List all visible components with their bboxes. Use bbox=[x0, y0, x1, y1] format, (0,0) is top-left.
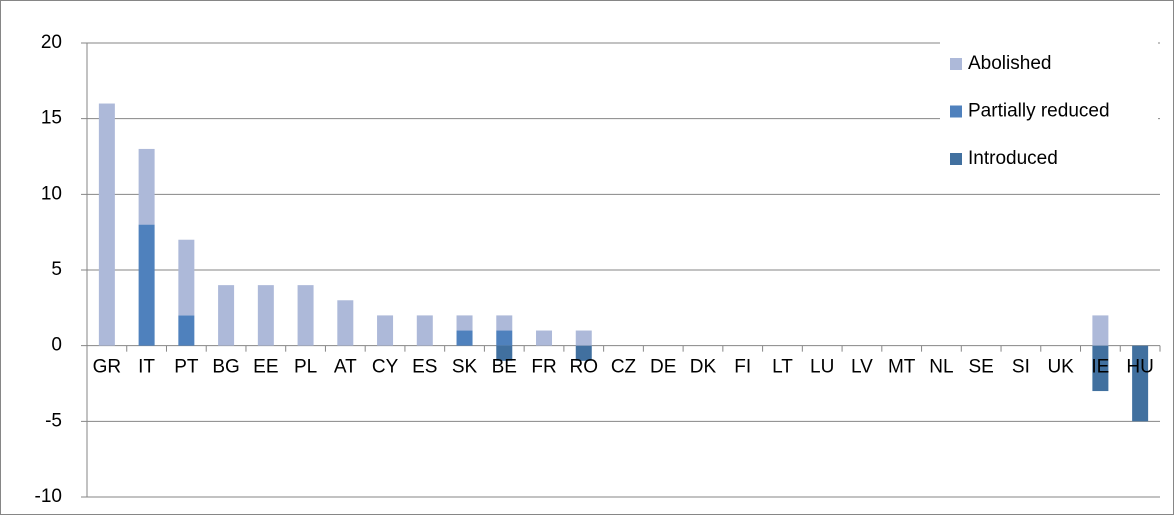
x-tick-label: MT bbox=[888, 357, 916, 378]
legend-box bbox=[940, 38, 1158, 188]
legend-swatch bbox=[950, 105, 962, 118]
x-tick-label: AT bbox=[334, 357, 357, 378]
bar bbox=[456, 315, 473, 331]
bar bbox=[138, 148, 155, 225]
y-tick-label: 15 bbox=[41, 108, 62, 129]
bar bbox=[377, 315, 394, 346]
x-tick-label: CZ bbox=[611, 357, 637, 378]
y-tick-label: -10 bbox=[35, 486, 62, 507]
x-tick-label: BG bbox=[212, 357, 239, 378]
bar bbox=[575, 330, 592, 346]
x-tick-label: EE bbox=[253, 357, 278, 378]
x-tick-label: DK bbox=[690, 357, 717, 378]
x-tick-label: DE bbox=[650, 357, 676, 378]
bar bbox=[536, 330, 553, 346]
x-tick-label: UK bbox=[1047, 357, 1074, 378]
bar bbox=[178, 315, 195, 346]
x-tick-label: PT bbox=[174, 357, 199, 378]
bar bbox=[1092, 315, 1109, 346]
bar bbox=[1132, 345, 1149, 422]
bar bbox=[496, 330, 513, 346]
x-tick-label: SE bbox=[968, 357, 993, 378]
bar bbox=[297, 285, 314, 346]
x-tick-label: PL bbox=[294, 357, 317, 378]
legend-label: Introduced bbox=[968, 148, 1058, 169]
x-tick-label: GR bbox=[93, 357, 122, 378]
bar bbox=[496, 315, 513, 331]
legend-swatch bbox=[950, 58, 962, 70]
bar bbox=[337, 300, 354, 346]
y-tick-label: 0 bbox=[51, 335, 62, 356]
x-tick-label: NL bbox=[929, 357, 953, 378]
y-tick-label: 5 bbox=[51, 259, 62, 280]
x-tick-label: IE bbox=[1091, 357, 1109, 378]
bar bbox=[456, 330, 473, 346]
x-tick-label: RO bbox=[570, 357, 599, 378]
x-tick-label: ES bbox=[412, 357, 437, 378]
x-tick-label: SI bbox=[1012, 357, 1030, 378]
x-tick-label: SK bbox=[452, 357, 478, 378]
legend-label: Abolished bbox=[968, 53, 1051, 74]
bar bbox=[138, 224, 155, 346]
legend-label: Partially reduced bbox=[968, 101, 1110, 122]
y-tick-label: 20 bbox=[41, 32, 62, 53]
bar bbox=[98, 103, 115, 346]
bar bbox=[496, 345, 513, 361]
bar bbox=[1092, 345, 1109, 392]
x-tick-label: FI bbox=[734, 357, 751, 378]
bar bbox=[575, 345, 592, 361]
x-tick-label: CY bbox=[372, 357, 399, 378]
x-tick-label: FR bbox=[531, 357, 556, 378]
bar bbox=[416, 315, 433, 346]
x-tick-label: LV bbox=[851, 357, 873, 378]
bar bbox=[178, 239, 195, 316]
y-tick-label: 10 bbox=[41, 183, 62, 204]
x-tick-label: LU bbox=[810, 357, 834, 378]
y-tick-label: -5 bbox=[45, 410, 62, 431]
bar bbox=[257, 285, 274, 346]
x-tick-label: HU bbox=[1126, 357, 1153, 378]
x-tick-label: LT bbox=[772, 357, 793, 378]
legend-swatch bbox=[950, 153, 962, 165]
x-tick-label: IT bbox=[138, 357, 155, 378]
bar bbox=[218, 285, 235, 346]
x-tick-label: BE bbox=[492, 357, 517, 378]
